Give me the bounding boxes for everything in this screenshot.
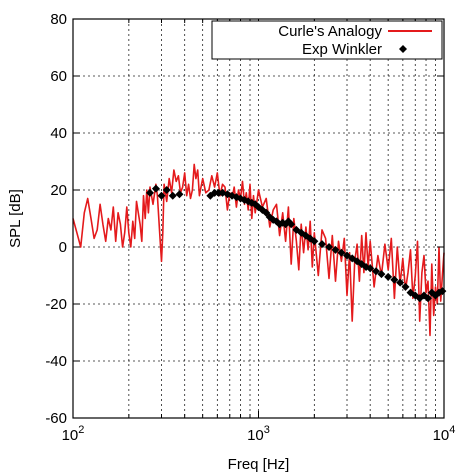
y-tick-label: 80: [50, 11, 67, 28]
exp-winkler-point: [325, 243, 334, 251]
legend-label-exp-winkler: Exp Winkler: [302, 41, 382, 58]
y-tick-label: -60: [45, 410, 67, 427]
x-axis-label: Freq [Hz]: [228, 456, 290, 473]
exp-winkler-point: [310, 237, 319, 246]
y-tick-label: -20: [45, 296, 67, 313]
axis-ticks: -60 -40 -20 0 20 40 60 80 102 103 104: [45, 11, 455, 444]
legend-label-curles-analogy: Curle's Analogy: [278, 23, 382, 40]
exp-winkler-point: [337, 248, 346, 257]
legend: Curle's Analogy Exp Winkler: [211, 20, 443, 60]
x-tick-label: 104: [433, 424, 456, 444]
exp-winkler-point: [331, 245, 340, 254]
legend-box: [211, 20, 443, 60]
exp-winkler-point: [372, 267, 381, 276]
exp-winkler-point: [396, 278, 405, 287]
exp-winkler-point: [168, 191, 177, 200]
exp-winkler-point: [145, 188, 154, 197]
exp-winkler-point: [401, 282, 410, 291]
exp-winkler-point: [343, 251, 352, 260]
exp-winkler-point: [318, 240, 327, 249]
x-tick-label: 103: [247, 424, 270, 444]
y-tick-label: 0: [59, 239, 67, 256]
exp-winkler-point: [151, 184, 160, 193]
exp-winkler-point: [384, 272, 393, 281]
exp-winkler-point: [390, 275, 399, 284]
plot-frame: [72, 18, 445, 419]
exp-winkler-point: [424, 294, 433, 303]
exp-winkler-point: [162, 186, 171, 194]
exp-winkler-point: [377, 270, 386, 279]
exp-winkler-point: [287, 220, 296, 229]
y-tick-label: 40: [50, 125, 67, 142]
grid-lines: [73, 19, 444, 418]
exp-winkler-point: [366, 264, 375, 273]
y-tick-label: 20: [50, 182, 67, 199]
y-tick-label: 60: [50, 68, 67, 85]
legend-swatch-exp-winkler-diamond: [399, 45, 407, 53]
y-tick-label: -40: [45, 353, 67, 370]
exp-winkler-point: [210, 188, 219, 197]
x-tick-label: 102: [62, 424, 85, 444]
exp-winkler-point: [175, 190, 184, 199]
y-axis-label: SPL [dB]: [7, 189, 24, 248]
series-exp-winkler: [145, 184, 447, 303]
exp-winkler-point: [157, 191, 166, 200]
